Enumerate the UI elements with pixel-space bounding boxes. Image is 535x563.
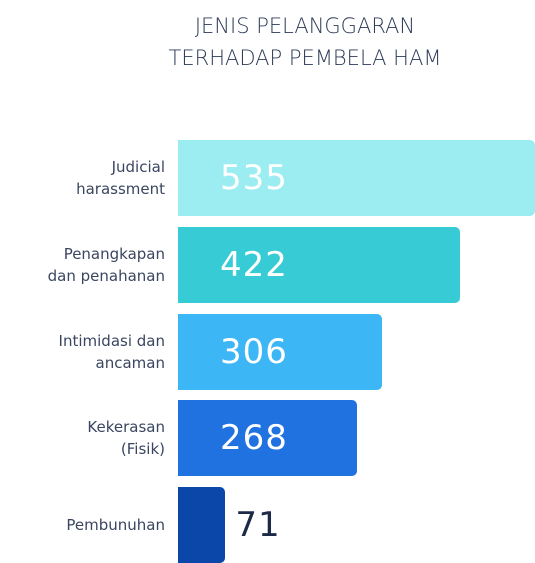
category-label: Pembunuhan — [66, 516, 165, 535]
value-label: 268 — [220, 418, 288, 459]
title-line: TERHADAP PEMBELA HAM — [168, 46, 442, 70]
bar — [178, 400, 357, 477]
category-label: Intimidasi dan ancaman — [58, 331, 165, 372]
bar — [178, 313, 383, 390]
bar — [178, 226, 460, 303]
value-label: 306 — [220, 331, 288, 372]
title-line: JENIS PELANGGARAN — [194, 14, 416, 38]
value-label: 422 — [220, 244, 288, 285]
category-label: Penangkapan dan penahanan — [47, 244, 165, 285]
bar — [178, 140, 535, 216]
value-label: 535 — [220, 158, 288, 198]
category-label: Judicial harassment — [76, 158, 165, 198]
category-label: Kekerasan (Fisik) — [87, 418, 165, 459]
bar — [178, 487, 226, 563]
chart-title: JENIS PELANGGARAN TERHADAP PEMBELA HAM — [40, 10, 535, 74]
value-label: 71 — [235, 505, 281, 546]
